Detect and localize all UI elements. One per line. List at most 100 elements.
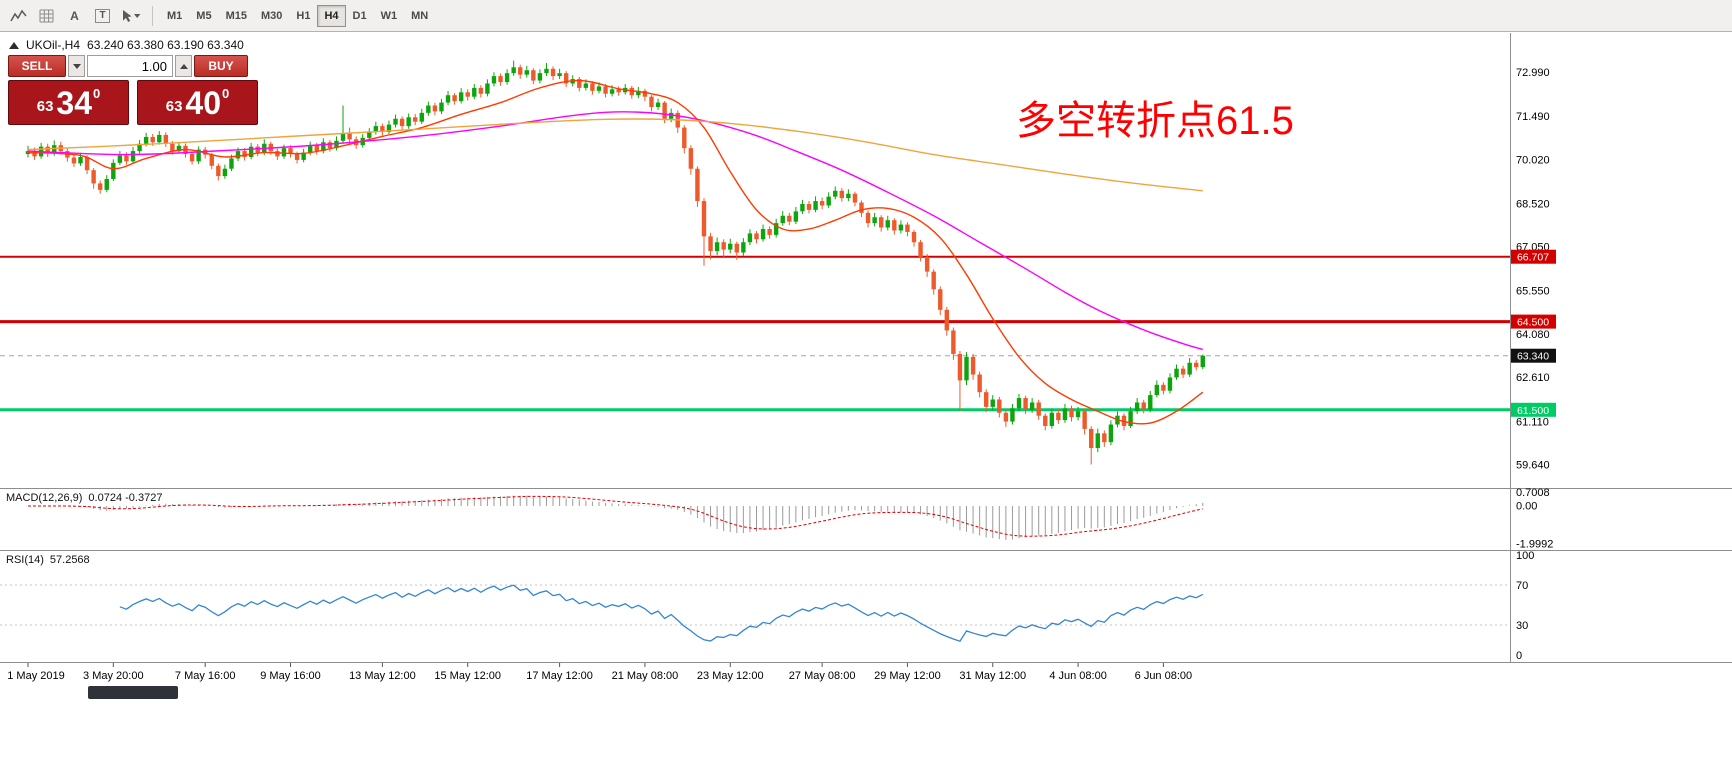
timeframe-h1[interactable]: H1 (289, 5, 317, 27)
time-axis-label: 9 May 16:00 (260, 670, 321, 682)
candle-body (846, 193, 851, 199)
rsi-axis-label: 30 (1516, 620, 1528, 632)
candle-body (255, 146, 260, 153)
volume-input[interactable] (87, 55, 173, 77)
candle-body (242, 151, 247, 157)
sell-price-display: 63 34 0 (8, 80, 129, 125)
candle-body (662, 102, 667, 119)
ma-mid-line (27, 111, 1203, 351)
candle-body (833, 190, 838, 197)
candle-body (52, 145, 57, 154)
candle-body (104, 179, 109, 190)
candle-body (924, 256, 930, 272)
candle-body (327, 142, 333, 149)
candle-body (150, 136, 155, 143)
candle-body (655, 102, 661, 107)
timeframe-m30[interactable]: M30 (254, 5, 289, 27)
candle-body (1200, 355, 1205, 368)
candle-body (563, 73, 569, 84)
candle-body (439, 102, 444, 112)
sell-button[interactable]: SELL (8, 55, 66, 77)
candle-body (97, 183, 103, 190)
candle-body (478, 87, 484, 94)
rsi-name: RSI(14) (6, 554, 44, 566)
volume-decrement-button[interactable] (68, 55, 85, 77)
candle-body (583, 83, 589, 88)
candle-body (176, 145, 182, 152)
candle-body (163, 134, 169, 144)
candle-body (229, 158, 234, 169)
candle-body (531, 70, 536, 81)
ohlc-values: 63.240 63.380 63.190 63.340 (87, 38, 244, 52)
candle-body (773, 223, 779, 235)
candle-body (668, 112, 674, 119)
timeframe-w1[interactable]: W1 (374, 5, 405, 27)
candle-body (1121, 415, 1127, 426)
macd-signal-line (27, 495, 1203, 537)
candle-body (852, 193, 858, 203)
candle-body (504, 73, 510, 82)
candle-body (1108, 424, 1114, 443)
time-axis-label: 3 May 20:00 (83, 670, 144, 682)
candle-body (728, 243, 733, 250)
time-axis-label: 4 Jun 08:00 (1049, 670, 1107, 682)
candle-body (518, 67, 523, 75)
text-tool-icon[interactable]: A (61, 4, 88, 28)
timeframe-h4[interactable]: H4 (317, 4, 346, 27)
candle-body (413, 117, 418, 122)
candle-body (898, 224, 904, 231)
text-tool-icon-glyph: A (70, 8, 79, 23)
timeframe-m5[interactable]: M5 (189, 5, 218, 27)
candle-body (878, 217, 884, 228)
price-axis-label: 68.520 (1516, 198, 1550, 210)
candle-body (1154, 384, 1160, 396)
triangle-down-icon (72, 63, 81, 69)
candle-body (1148, 395, 1153, 410)
price-axis-label: 71.490 (1516, 111, 1550, 123)
candle-body (616, 89, 621, 93)
chart-header: UKOil-,H4 63.240 63.380 63.190 63.340 (9, 38, 244, 52)
candle-body (235, 151, 241, 159)
candle-body (347, 133, 352, 140)
candle-body (938, 289, 943, 310)
candle-body (806, 204, 812, 210)
candle-body (859, 202, 864, 213)
candle-body (1036, 402, 1041, 416)
candle-body (596, 86, 602, 91)
candle-body (491, 76, 497, 84)
candle-body (1023, 398, 1028, 410)
time-axis-label: 21 May 08:00 (612, 670, 679, 682)
cursor-tool-icon[interactable] (117, 4, 144, 28)
candle-body (196, 149, 201, 162)
timeframe-m15[interactable]: M15 (219, 5, 254, 27)
time-axis-label: 27 May 08:00 (789, 670, 856, 682)
rsi-axis-label: 70 (1516, 580, 1528, 592)
volume-increment-button[interactable] (175, 55, 192, 77)
candle-body (301, 152, 306, 160)
candle-body (688, 148, 694, 169)
indicators-icon[interactable] (5, 4, 32, 28)
grid-icon[interactable] (33, 4, 60, 28)
timeframe-m1[interactable]: M1 (160, 5, 189, 27)
indicators-icon-shape (9, 9, 27, 21)
label-tool-icon[interactable]: T (89, 4, 116, 28)
candle-body (248, 146, 254, 157)
candle-body (45, 146, 50, 154)
price-axis-label: 72.990 (1516, 67, 1550, 79)
candle-body (1069, 408, 1074, 418)
one-click-collapse-arrow[interactable] (9, 41, 19, 49)
buy-price-big: 40 (185, 84, 222, 121)
candle-body (130, 151, 136, 162)
buy-button[interactable]: BUY (194, 55, 248, 77)
timeframe-mn[interactable]: MN (404, 5, 435, 27)
candle-body (472, 87, 477, 97)
candle-body (885, 220, 890, 228)
candle-body (793, 211, 799, 222)
candle-body (918, 242, 923, 257)
candle-body (944, 309, 950, 331)
candle-body (189, 154, 195, 162)
timeframe-d1[interactable]: D1 (346, 5, 374, 27)
candle-body (1043, 415, 1048, 426)
